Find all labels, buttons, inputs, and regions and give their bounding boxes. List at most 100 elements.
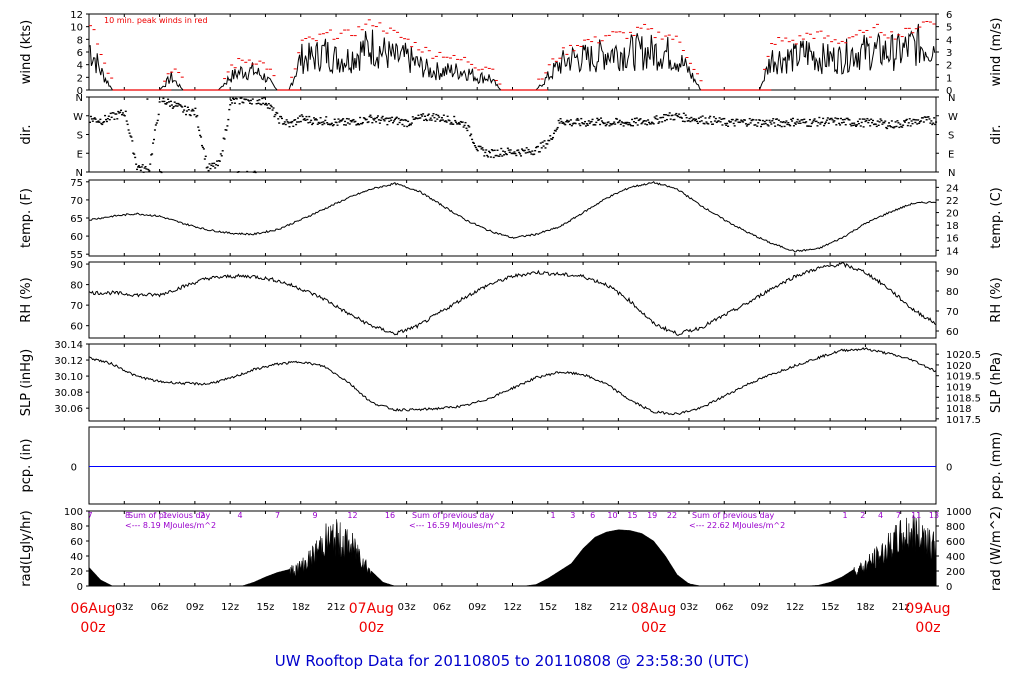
dir-point — [878, 121, 881, 123]
x-tick-label: 09z — [186, 602, 204, 613]
rad-hour-mark: 2 — [860, 511, 865, 520]
dir-point — [297, 121, 300, 123]
x-tick-label: 18z — [292, 602, 310, 613]
dir-point — [588, 122, 591, 125]
dir-point — [154, 124, 157, 126]
dir-point — [107, 115, 110, 117]
dir-point — [792, 117, 795, 120]
x-tick-label: 06z — [151, 602, 169, 613]
dir-point — [675, 112, 678, 115]
dir-point — [535, 146, 538, 149]
dir-point — [665, 118, 668, 121]
dir-point — [153, 129, 156, 131]
dir-point — [802, 121, 805, 124]
dir-point — [461, 121, 464, 123]
y-axis-label-right: dir. — [989, 124, 1004, 144]
dir-point — [856, 120, 859, 123]
rad-hour-mark: 7 — [87, 511, 92, 520]
dir-point — [812, 119, 815, 122]
dir-point — [565, 121, 568, 123]
dir-point — [799, 122, 802, 124]
dir-point — [508, 151, 511, 154]
dir-point — [929, 122, 932, 124]
dir-point — [651, 122, 654, 124]
dir-point — [315, 119, 318, 121]
dir-point — [809, 125, 812, 128]
dir-point — [796, 118, 799, 121]
y-tick-label: 70 — [70, 301, 83, 312]
dir-point — [215, 164, 218, 166]
dir-point — [399, 119, 402, 122]
dir-point — [805, 121, 808, 123]
dir-point — [645, 120, 648, 122]
rad-hour-mark: 8 — [125, 511, 130, 520]
y-tick-label: 30.08 — [54, 388, 83, 399]
dir-point — [736, 118, 739, 121]
dir-point — [115, 113, 118, 115]
dir-point — [187, 109, 190, 111]
dir-point — [712, 123, 715, 125]
dir-point — [457, 122, 460, 124]
y-tick-label-right: 3 — [946, 48, 952, 59]
dir-point — [869, 125, 872, 127]
dir-point — [168, 105, 171, 107]
dir-point — [223, 138, 226, 140]
dir-point — [267, 103, 270, 105]
dir-point — [748, 117, 751, 120]
dir-point — [464, 121, 467, 124]
dir-point — [302, 118, 305, 121]
dir-point — [612, 122, 615, 125]
dir-point — [480, 148, 483, 150]
dir-point — [142, 171, 145, 173]
dir-point — [700, 120, 703, 122]
dir-point — [509, 149, 512, 151]
dir-point — [495, 154, 498, 157]
dir-point — [604, 124, 607, 127]
dir-point — [336, 124, 339, 126]
y-axis-label-right: RH (%) — [989, 277, 1004, 322]
rad-hour-mark: 1 — [842, 511, 847, 520]
dir-point — [567, 121, 570, 123]
dir-point — [760, 125, 763, 128]
dir-point — [527, 148, 530, 151]
dir-point — [697, 117, 700, 119]
dir-point — [595, 121, 598, 124]
dir-point — [333, 118, 336, 121]
dir-point — [492, 156, 495, 159]
dir-point — [263, 97, 266, 99]
dir-point — [138, 166, 141, 169]
x-tick-label: 06z — [433, 602, 451, 613]
dir-point — [150, 154, 153, 156]
dir-point — [379, 119, 382, 122]
dir-point — [123, 115, 126, 117]
dir-point — [401, 123, 404, 126]
y-tick-label: 4 — [77, 61, 83, 72]
dir-point — [425, 119, 428, 122]
dir-point — [852, 124, 855, 127]
dir-point — [209, 167, 212, 170]
dir-point — [763, 120, 766, 123]
dir-point — [280, 115, 283, 118]
dir-point — [520, 148, 523, 150]
dir-point — [200, 136, 203, 138]
dir-point — [893, 126, 896, 128]
dir-point — [305, 115, 308, 118]
dir-point — [734, 120, 737, 122]
x-tick-label: 03z — [398, 602, 416, 613]
x-tick-label: 21z — [609, 602, 627, 613]
dir-point — [552, 132, 555, 135]
dir-point — [474, 146, 477, 149]
dir-point — [728, 120, 731, 122]
dir-point — [698, 120, 701, 123]
dir-point — [594, 124, 597, 126]
dir-point — [762, 123, 765, 125]
dir-point — [638, 118, 641, 121]
dir-point — [816, 125, 819, 127]
dir-point — [266, 107, 269, 109]
y-tick-label: 80 — [70, 522, 83, 533]
dir-point — [765, 119, 768, 122]
dir-point — [677, 115, 680, 118]
dir-point — [850, 125, 853, 127]
dir-point — [773, 122, 776, 124]
panel-dir: dir. dir.N NE ES SW WN N — [19, 93, 1004, 179]
